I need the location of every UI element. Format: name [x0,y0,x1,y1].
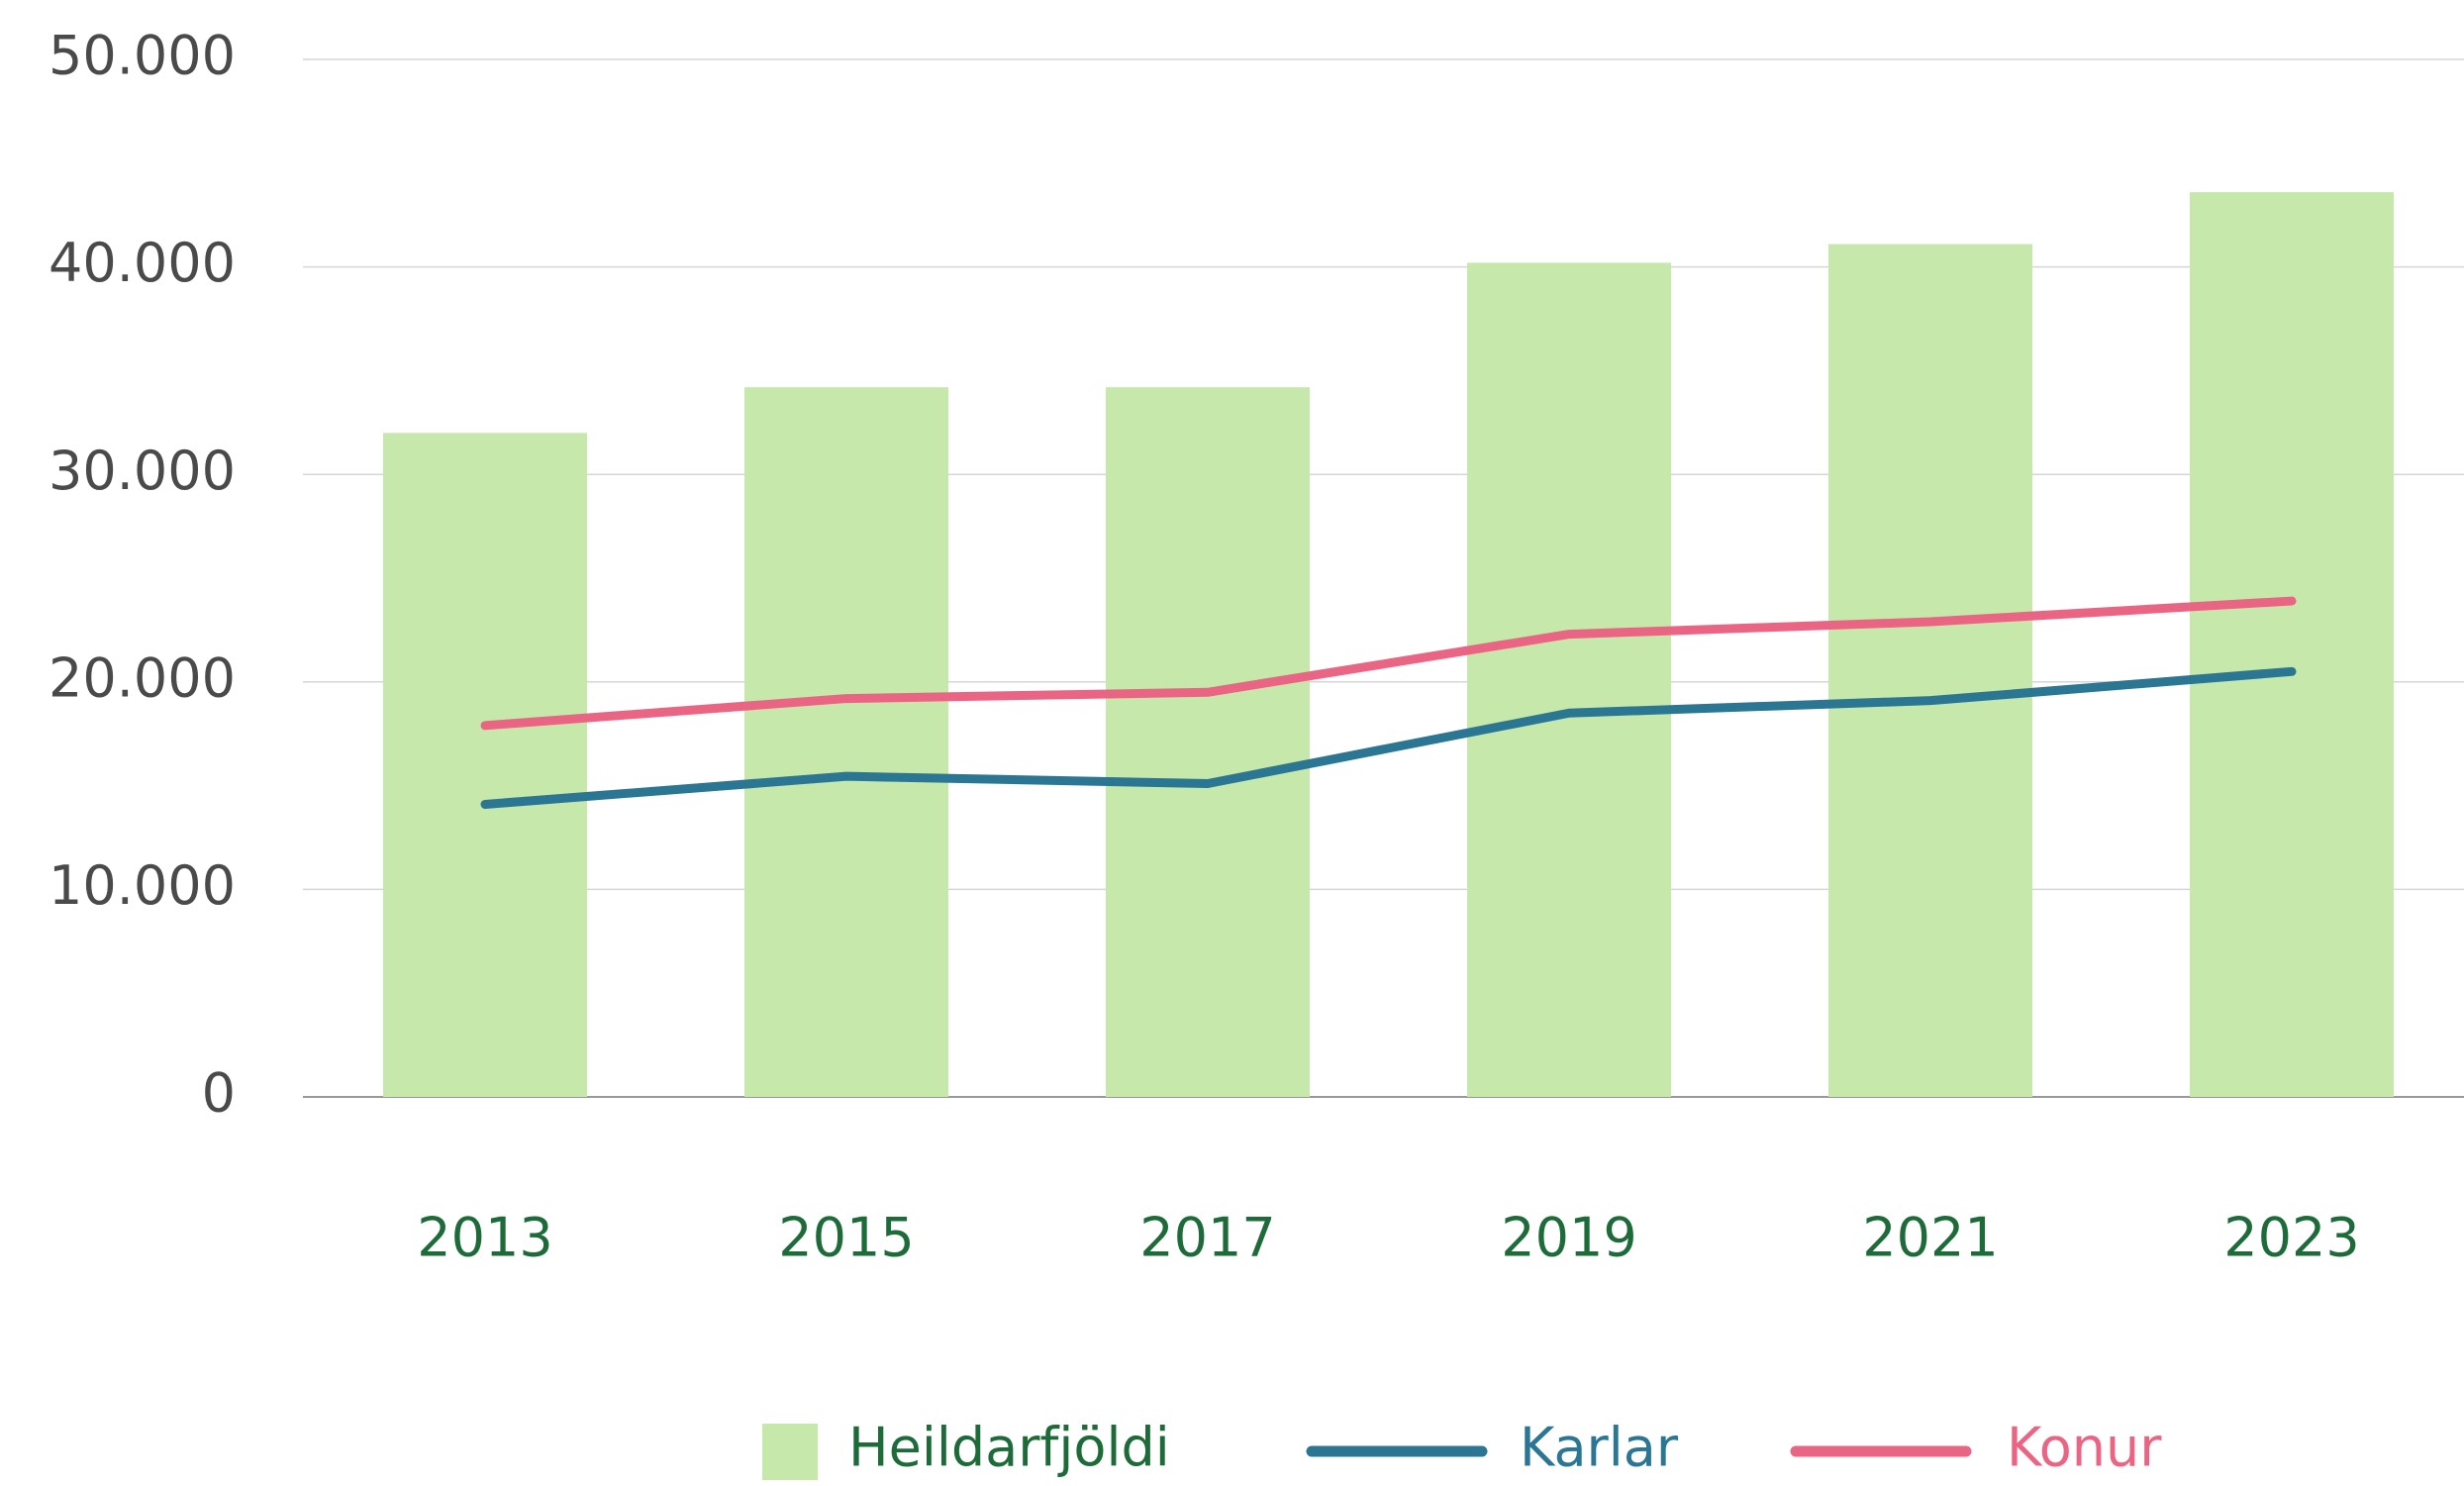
x-tick-label: 2013 [417,1207,552,1269]
y-tick-label: 30.000 [49,440,236,502]
y-tick-label: 10.000 [49,854,236,917]
bar [383,433,587,1097]
x-tick-label: 2021 [1862,1207,1998,1269]
x-tick-label: 2015 [778,1207,914,1269]
line-series [480,596,2297,731]
bar [2190,192,2394,1098]
x-tick-label: 2023 [2223,1207,2359,1269]
bar [744,387,948,1098]
x-tick-label: 2019 [1501,1207,1636,1269]
legend-label: Heildarfjöldi [848,1417,1170,1479]
legend-swatch [762,1424,818,1480]
y-tick-label: 50.000 [49,25,236,87]
y-tick-label: 20.000 [49,646,236,709]
y-tick-label: 40.000 [49,232,236,294]
bar [1106,387,1310,1098]
bar [1467,262,1671,1098]
legend-label: Karlar [1520,1417,1679,1479]
legend-label: Konur [2007,1417,2162,1479]
x-tick-label: 2017 [1139,1207,1275,1269]
y-tick-label: 0 [202,1062,236,1125]
bar [1828,244,2032,1097]
line-series [480,666,2297,809]
